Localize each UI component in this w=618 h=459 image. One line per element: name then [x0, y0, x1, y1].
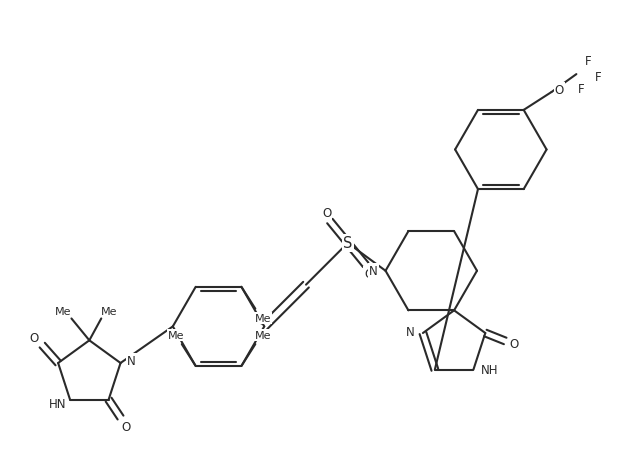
Text: Me: Me: [255, 330, 271, 341]
Text: O: O: [555, 84, 564, 96]
Text: O: O: [322, 206, 331, 219]
Text: NH: NH: [481, 364, 498, 376]
Text: F: F: [595, 70, 601, 84]
Text: O: O: [364, 268, 373, 280]
Text: Me: Me: [167, 330, 184, 341]
Text: N: N: [405, 325, 415, 338]
Text: Me: Me: [55, 307, 72, 317]
Text: N: N: [369, 265, 378, 278]
Text: N: N: [127, 354, 136, 367]
Text: O: O: [30, 331, 39, 344]
Text: O: O: [121, 420, 130, 433]
Text: Me: Me: [255, 313, 271, 323]
Text: HN: HN: [48, 397, 66, 410]
Text: F: F: [585, 55, 591, 67]
Text: F: F: [578, 82, 585, 95]
Text: S: S: [343, 236, 352, 251]
Text: Me: Me: [101, 307, 117, 317]
Text: O: O: [509, 338, 519, 351]
